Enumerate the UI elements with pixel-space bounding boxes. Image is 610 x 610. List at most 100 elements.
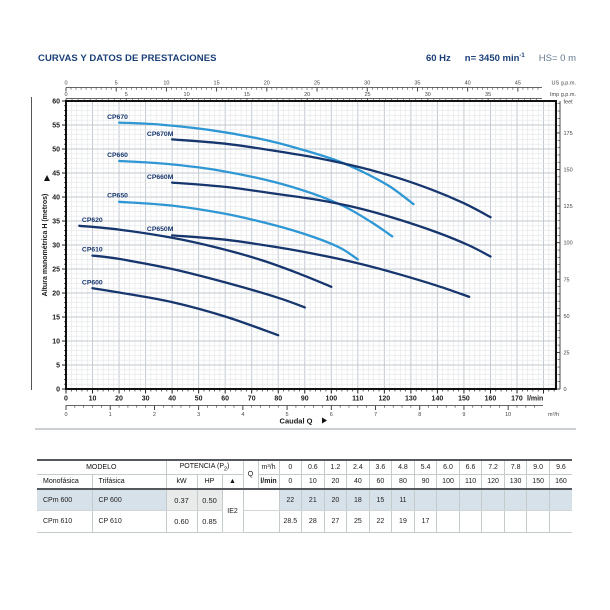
svg-text:Caudal Q: Caudal Q <box>280 417 313 426</box>
report-header: CURVAS Y DATOS DE PRESTACIONES 60 Hz n= 3… <box>0 0 610 70</box>
q-lmin-header-cell: 60 <box>368 474 392 490</box>
svg-text:m³/h: m³/h <box>548 412 559 418</box>
svg-text:7: 7 <box>374 412 377 418</box>
q-lmin-header-cell: 0 <box>278 474 302 490</box>
svg-text:CP600: CP600 <box>82 279 103 286</box>
svg-text:2: 2 <box>153 412 156 418</box>
svg-text:130: 130 <box>405 396 417 403</box>
q-value-cell <box>458 510 482 533</box>
svg-text:35: 35 <box>52 219 60 226</box>
q-m3h-header-cell: 6.6 <box>458 460 482 475</box>
q-value-cell <box>436 489 460 511</box>
q-value-cell: 22 <box>368 510 392 533</box>
svg-text:170: 170 <box>511 396 523 403</box>
q-lmin-header-cell: 10 <box>301 474 325 490</box>
svg-text:20: 20 <box>304 92 310 98</box>
q-lmin-header-cell: 20 <box>323 474 347 490</box>
m3h-unit-label: m³/h <box>257 460 280 475</box>
svg-text:CP670M: CP670M <box>147 131 174 138</box>
monofasica-header: Monofásica <box>37 474 92 490</box>
lmin-unit-label: l/min <box>257 474 280 490</box>
grid <box>66 101 556 389</box>
q-value-cell: 11 <box>391 489 415 511</box>
svg-text:30: 30 <box>425 92 431 98</box>
efficiency-class-badge: IE2 <box>221 489 244 533</box>
svg-text:25: 25 <box>314 81 320 87</box>
q-m3h-header-cell: 2.4 <box>346 460 370 475</box>
svg-text:60: 60 <box>52 99 60 106</box>
svg-text:0: 0 <box>64 412 67 418</box>
q-value-cell: 18 <box>346 489 370 511</box>
q-value-cell: 28.5 <box>278 510 302 533</box>
svg-text:5: 5 <box>56 363 60 370</box>
svg-text:10: 10 <box>89 396 97 403</box>
svg-text:feet: feet <box>564 100 574 106</box>
svg-text:0: 0 <box>56 387 60 394</box>
page-title: CURVAS Y DATOS DE PRESTACIONES <box>38 53 217 64</box>
hp-value: 0.50 <box>196 489 222 511</box>
svg-text:20: 20 <box>115 396 123 403</box>
svg-text:20: 20 <box>264 81 270 87</box>
svg-text:75: 75 <box>564 277 570 283</box>
svg-text:10: 10 <box>184 92 190 98</box>
svg-text:40: 40 <box>465 81 471 87</box>
svg-text:15: 15 <box>52 315 60 322</box>
svg-text:8: 8 <box>418 412 421 418</box>
q-value-cell <box>436 510 460 533</box>
svg-text:CP650: CP650 <box>107 192 128 199</box>
q-m3h-header-cell: 7.2 <box>481 460 505 475</box>
svg-text:10: 10 <box>505 412 511 418</box>
svg-text:30: 30 <box>364 81 370 87</box>
svg-text:110: 110 <box>352 396 363 403</box>
curve-CP660M <box>170 181 492 258</box>
q-m3h-header-cell: 0 <box>278 460 302 475</box>
q-m3h-header-cell: 0.6 <box>301 460 325 475</box>
q-lmin-header-cell: 90 <box>413 474 437 490</box>
q-value-cell <box>526 489 550 511</box>
trifasica-header: Trifásica <box>91 474 166 490</box>
svg-text:120: 120 <box>379 396 391 403</box>
q-m3h-header-cell: 3.6 <box>368 460 392 475</box>
curve-CP600 <box>91 287 280 337</box>
svg-text:100: 100 <box>564 241 573 247</box>
q-m3h-header-cell: 7.8 <box>503 460 527 475</box>
hp-value: 0.85 <box>196 510 222 533</box>
svg-text:15: 15 <box>244 92 250 98</box>
q-value-cell: 19 <box>391 510 415 533</box>
svg-text:CP660M: CP660M <box>147 174 174 181</box>
svg-text:10: 10 <box>163 81 169 87</box>
plot-border <box>65 100 557 390</box>
svg-text:55: 55 <box>52 123 60 130</box>
q-lmin-header-cell: 100 <box>436 474 460 490</box>
q-value-cell: 22 <box>278 489 302 511</box>
svg-text:0: 0 <box>64 92 67 98</box>
q-lmin-header-cell: 130 <box>503 474 527 490</box>
svg-text:40: 40 <box>52 195 60 202</box>
svg-text:80: 80 <box>274 396 282 403</box>
svg-text:150: 150 <box>458 396 470 403</box>
q-value-cell: 17 <box>413 510 437 533</box>
svg-text:35: 35 <box>414 81 420 87</box>
curve-CP650M <box>170 234 471 298</box>
q-value-cell: 21 <box>301 489 325 511</box>
model-tri: CP 610 <box>91 510 166 533</box>
curve-labels: CP670 CP670M CP660 CP660M CP650 CP650M CP620 CP… <box>82 114 174 287</box>
svg-text:US g.p.m.: US g.p.m. <box>552 81 577 87</box>
pump-type-triangle-icon: ▲ <box>221 474 244 490</box>
svg-text:1: 1 <box>109 412 112 418</box>
svg-text:5: 5 <box>115 81 118 87</box>
frequency-value: 60 Hz <box>425 53 451 65</box>
axis-captions: Caudal Q Altura manométrica H (metros) <box>35 175 576 430</box>
svg-text:50: 50 <box>52 147 60 154</box>
svg-text:15: 15 <box>214 81 220 87</box>
svg-text:50: 50 <box>195 396 203 403</box>
q-lmin-header-cell: 110 <box>458 474 482 490</box>
q-lmin-header-cell: 80 <box>391 474 415 490</box>
q-value-cell <box>526 510 550 533</box>
svg-text:100: 100 <box>325 396 337 403</box>
curve-CP670 <box>117 121 415 206</box>
potencia-header: POTENCIA (P2) <box>165 460 244 475</box>
